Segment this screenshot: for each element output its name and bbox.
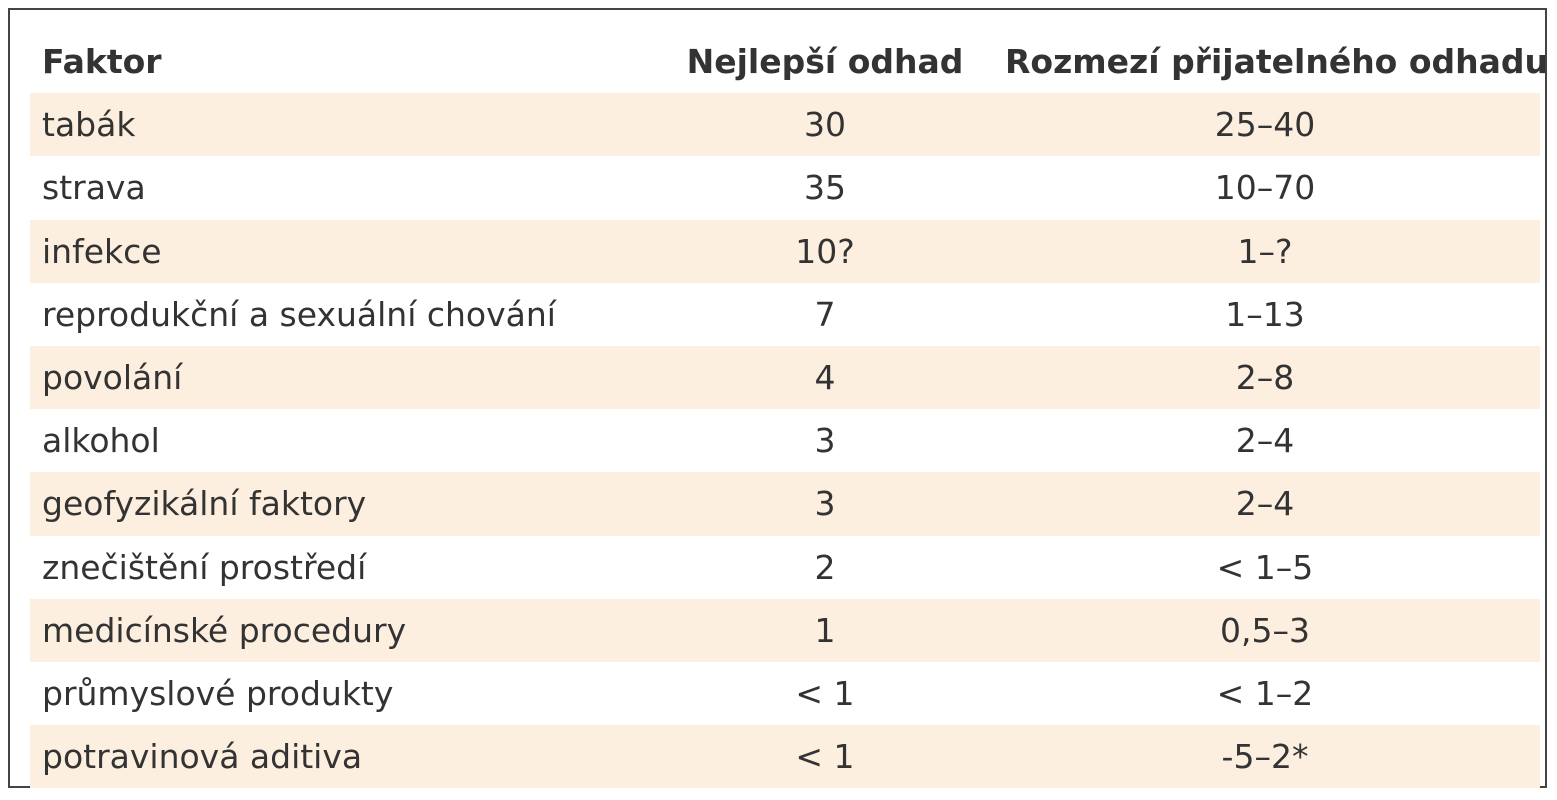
- table-row-cell: povolání: [42, 357, 183, 397]
- table-row-cell: 1: [814, 610, 836, 650]
- table-row: infekce 10? 1–?: [30, 219, 1540, 283]
- header-row: Faktor Nejlepší odhad Rozmezí přijatelného…: [30, 30, 1549, 93]
- table-row-cell: infekce: [42, 231, 162, 271]
- table-row: medicínské procedury 1 0,5–3: [30, 598, 1540, 662]
- table-row-cell: -5–2*: [1221, 737, 1309, 777]
- table-row: znečištění prostředí 2 < 1–5: [30, 536, 1540, 599]
- table-row-cell: < 1: [795, 673, 855, 713]
- table-row-cell: < 1: [795, 737, 855, 777]
- header-row-cell: Rozmezí přijatelného odhadu: [1005, 42, 1549, 81]
- table-row-cell: 2–4: [1235, 484, 1295, 524]
- table-row-cell: 1–13: [1225, 294, 1305, 334]
- table-row-cell: alkohol: [42, 421, 160, 461]
- table-row-cell: 3: [814, 421, 836, 461]
- table-row-cell: 3: [814, 484, 836, 524]
- table-row-cell: 35: [804, 168, 846, 208]
- table-row-cell: průmyslové produkty: [42, 673, 394, 713]
- table-row-cell: 10–70: [1214, 168, 1316, 208]
- table-row-cell: 10?: [795, 231, 855, 271]
- table-row-cell: medicínské procedury: [42, 610, 407, 650]
- table-row-cell: znečištění prostředí: [42, 547, 367, 587]
- table-row-cell: reprodukční a sexuální chování: [42, 294, 556, 334]
- table-row-cell: 30: [804, 105, 846, 145]
- table-row-cell: 2–8: [1235, 357, 1295, 397]
- table-row: strava 35 10–70: [30, 156, 1540, 219]
- table-row: tabák 30 25–40: [30, 93, 1540, 157]
- table-row-cell: < 1–2: [1216, 673, 1314, 713]
- table-row: alkohol 3 2–4: [30, 409, 1540, 472]
- table-row-cell: 4: [814, 357, 836, 397]
- table-row-cell: 2–4: [1235, 421, 1295, 461]
- table-row-cell: strava: [42, 168, 146, 208]
- table: Faktor Nejlepší odhad Rozmezí přijatelného…: [30, 30, 1549, 789]
- table-row-cell: geofyzikální faktory: [42, 484, 367, 524]
- table-row-cell: tabák: [42, 105, 136, 145]
- table-row: potravinová aditiva < 1 -5–2*: [30, 725, 1540, 789]
- table-row-cell: 2: [814, 547, 836, 587]
- header-row-cell: Nejlepší odhad: [686, 42, 964, 81]
- table-row-cell: 7: [814, 294, 836, 334]
- table-row: reprodukční a sexuální chování 7 1–13: [30, 283, 1540, 346]
- table-row-cell: potravinová aditiva: [42, 737, 363, 777]
- table-row: povolání 4 2–8: [30, 345, 1540, 410]
- table-row: geofyzikální faktory 3 2–4: [30, 472, 1540, 536]
- table-row: průmyslové produkty < 1 < 1–2: [30, 662, 1540, 725]
- header-row-cell: Faktor: [42, 42, 162, 81]
- table-row-cell: 25–40: [1214, 105, 1316, 145]
- table-row-cell: < 1–5: [1216, 547, 1314, 587]
- table-row-cell: 1–?: [1237, 231, 1293, 271]
- table-row-cell: 0,5–3: [1220, 610, 1310, 650]
